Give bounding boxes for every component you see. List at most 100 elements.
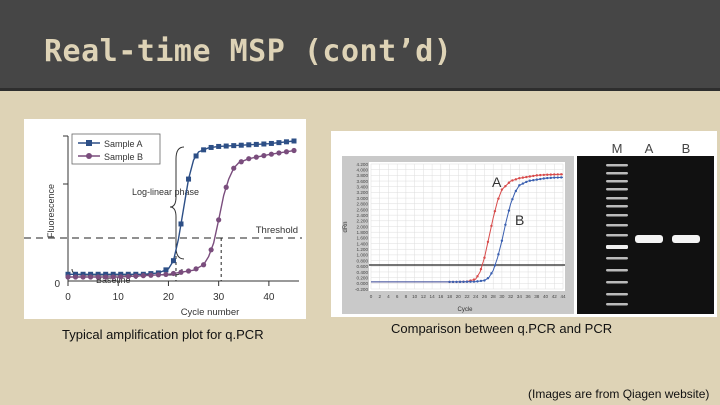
data-point: [486, 277, 490, 280]
data-point: [88, 274, 94, 280]
ladder-band: [606, 245, 628, 249]
data-point: [223, 143, 229, 149]
data-point: [125, 273, 131, 280]
gel-band-b: [672, 235, 700, 243]
y-tick-label: 1.800: [357, 230, 369, 235]
data-point: [155, 272, 161, 278]
data-point: [208, 247, 214, 253]
data-point: [532, 178, 535, 182]
data-point: [178, 221, 184, 227]
data-point: [528, 179, 532, 182]
ladder-band: [606, 293, 628, 296]
y-tick-label: 3.800: [357, 173, 369, 178]
y-tick-label: -0.200: [355, 287, 368, 292]
ladder-band: [606, 214, 628, 217]
ladder-band: [606, 205, 628, 208]
x-tick-label: 12: [421, 294, 427, 299]
y-axis-label: Fluorescence: [46, 184, 56, 238]
y-tick-label: 2.800: [357, 202, 369, 207]
y-tick-label: 0.000: [357, 281, 369, 286]
y-tick-label: 0.600: [357, 264, 369, 269]
x-tick-label: 20: [163, 292, 175, 303]
data-point: [253, 154, 259, 160]
data-point: [518, 177, 521, 180]
data-point: [539, 177, 542, 181]
x-tick-label: 24: [473, 294, 479, 299]
y-tick-label: 2.600: [357, 207, 369, 212]
data-point: [88, 271, 94, 277]
x-tick-label: 14: [430, 294, 436, 299]
ladder-band: [606, 234, 628, 237]
y-tick-label: 4.200: [357, 162, 369, 167]
data-point: [469, 280, 472, 283]
data-point: [542, 177, 545, 180]
gel-lane-label-a: A: [645, 141, 654, 156]
data-point: [462, 280, 465, 284]
data-point: [514, 189, 518, 193]
data-point: [246, 142, 252, 148]
y-tick-label: 3.400: [357, 185, 369, 190]
x-tick-label: 38: [534, 294, 540, 299]
data-point: [170, 270, 177, 277]
data-point: [539, 173, 542, 177]
data-point: [483, 279, 486, 282]
x-tick-label: 36: [526, 294, 532, 299]
data-point: [528, 175, 532, 178]
data-point: [546, 176, 549, 180]
data-point: [507, 181, 511, 184]
y-tick-label: 4.000: [357, 167, 369, 172]
data-point: [479, 267, 483, 271]
x-tick-label: 28: [491, 294, 497, 299]
y-tick-label: 2.400: [357, 213, 369, 218]
data-point: [504, 184, 507, 188]
x-tick-label: 42: [552, 294, 558, 299]
data-point: [193, 266, 199, 272]
data-point: [253, 141, 259, 147]
data-point: [493, 209, 497, 213]
threshold-label: Threshold: [256, 225, 298, 236]
caption-left: Typical amplification plot for q.PCR: [62, 327, 264, 342]
data-point: [542, 173, 545, 177]
data-point: [231, 165, 237, 171]
x-tick-label: 32: [508, 294, 514, 299]
data-point: [80, 274, 86, 280]
data-point: [186, 176, 192, 182]
data-point: [118, 274, 124, 280]
data-point: [560, 173, 563, 176]
gel-band-a: [635, 235, 663, 243]
data-point: [479, 279, 483, 283]
y-tick-label: 0.800: [357, 258, 369, 263]
data-point: [276, 150, 282, 156]
data-point: [283, 139, 289, 145]
qpcr-x-label: Cycle: [457, 307, 473, 313]
data-point: [148, 272, 154, 278]
data-point: [556, 176, 559, 179]
ladder-band: [606, 188, 628, 191]
data-point: [110, 271, 116, 277]
data-point: [518, 184, 521, 187]
legend-label-b: Sample B: [104, 152, 143, 162]
data-point: [521, 182, 525, 185]
data-point: [246, 156, 252, 162]
x-tick-label: 4: [387, 294, 390, 299]
data-point: [546, 173, 549, 176]
data-point: [238, 142, 244, 148]
data-point: [560, 176, 563, 179]
data-point: [493, 264, 497, 267]
data-point: [472, 278, 476, 281]
data-point: [549, 173, 552, 176]
data-point: [497, 197, 500, 200]
data-point: [497, 253, 500, 256]
gel-ladder: [606, 164, 628, 306]
data-point: [103, 271, 109, 277]
data-point: [72, 274, 79, 280]
data-point: [216, 143, 222, 149]
data-point: [553, 176, 556, 179]
data-point: [525, 175, 528, 179]
data-point: [458, 280, 462, 284]
y-tick-label: 1.400: [357, 241, 369, 246]
data-point: [231, 143, 237, 149]
x-tick-label: 26: [482, 294, 488, 299]
x-tick-label: 30: [499, 294, 505, 299]
data-point: [291, 138, 297, 144]
